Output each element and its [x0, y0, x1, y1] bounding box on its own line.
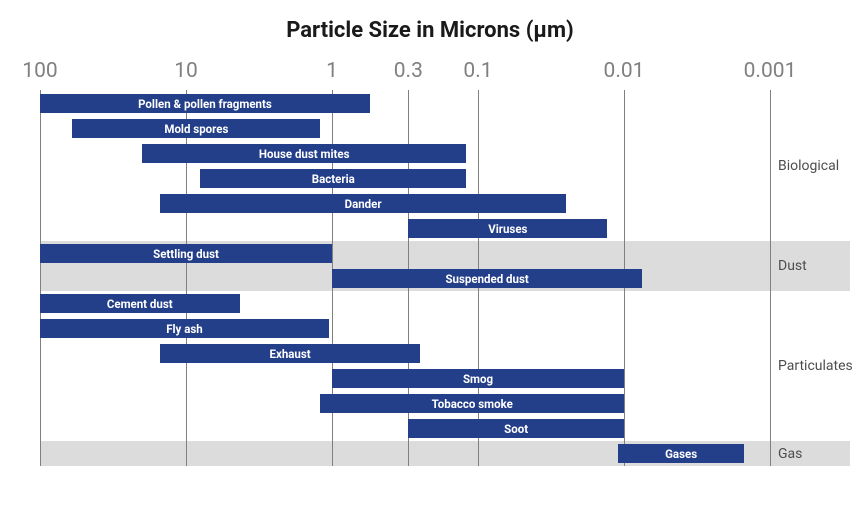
range-bar: Smog — [332, 369, 624, 388]
category-label: Particulates — [778, 358, 853, 374]
range-bar: Viruses — [408, 219, 607, 238]
axis-tick-label: 10 — [174, 59, 198, 83]
range-bar-label: Fly ash — [166, 322, 203, 336]
range-bar: Settling dust — [40, 244, 332, 263]
range-bar-label: Settling dust — [153, 247, 219, 261]
category-label: Gas — [778, 446, 802, 462]
axis-tick-label: 0.001 — [744, 59, 797, 83]
range-bar-label: Suspended dust — [445, 272, 528, 286]
range-bar: Tobacco smoke — [320, 394, 624, 413]
axis-tick-label: 100 — [22, 59, 57, 83]
range-bar-label: Mold spores — [164, 122, 228, 136]
chart-title: Particle Size in Microns (µm) — [0, 18, 860, 43]
range-bar: Cement dust — [40, 294, 240, 313]
range-bar-label: Smog — [463, 372, 493, 386]
range-bar-label: Pollen & pollen fragments — [138, 97, 272, 111]
plot-area: 1001010.30.10.010.001Pollen & pollen fra… — [40, 90, 850, 490]
gridline — [770, 90, 771, 466]
range-bar: Gases — [618, 444, 744, 463]
range-bar: Pollen & pollen fragments — [40, 94, 370, 113]
axis-tick-label: 0.3 — [394, 59, 423, 83]
range-bar: Soot — [408, 419, 624, 438]
range-bar-label: Cement dust — [107, 297, 173, 311]
range-bar-label: Bacteria — [312, 172, 355, 186]
range-bar: Bacteria — [200, 169, 466, 188]
range-bar-label: House dust mites — [259, 147, 350, 161]
range-bar-label: Viruses — [488, 222, 527, 236]
axis-tick-label: 0.1 — [463, 59, 492, 83]
category-label: Dust — [778, 258, 807, 274]
range-bar-label: Tobacco smoke — [432, 397, 513, 411]
range-bar-label: Exhaust — [270, 347, 311, 361]
axis-tick-label: 1 — [326, 59, 338, 83]
range-bar-label: Dander — [345, 197, 382, 211]
range-bar: Fly ash — [40, 319, 329, 338]
range-bar: Suspended dust — [332, 269, 642, 288]
particle-size-chart: Particle Size in Microns (µm) 1001010.30… — [0, 0, 860, 510]
range-bar: Dander — [160, 194, 566, 213]
range-bar-label: Soot — [504, 422, 528, 436]
range-bar: Mold spores — [72, 119, 320, 138]
axis-tick-label: 0.01 — [604, 59, 645, 83]
category-label: Biological — [778, 158, 839, 174]
range-bar-label: Gases — [665, 447, 697, 461]
gridline — [40, 90, 41, 466]
range-bar: Exhaust — [160, 344, 420, 363]
range-bar: House dust mites — [142, 144, 466, 163]
